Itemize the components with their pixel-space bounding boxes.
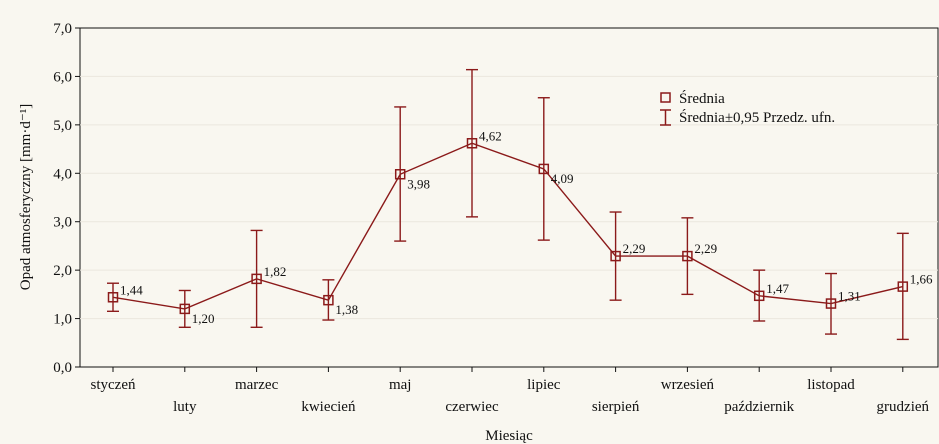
mean-point xyxy=(538,163,550,175)
x-tick-label: listopad xyxy=(807,377,855,393)
y-tick-label: 1,0 xyxy=(53,312,72,328)
x-tick-label: marzec xyxy=(235,377,279,393)
axis-layer: 0,0 1,0 2,0 3,0 4,0 5,0 6,0 7,0 styczeń luty marze… xyxy=(53,21,929,415)
x-tick-label: czerwiec xyxy=(445,399,499,415)
plot-frame xyxy=(79,27,939,368)
data-label: 3,98 xyxy=(407,176,430,191)
series-layer xyxy=(107,138,909,315)
y-axis-title: Opad atmosferyczny [mm·d⁻¹] xyxy=(18,104,34,291)
mean-point xyxy=(251,273,262,285)
grid-layer xyxy=(80,75,938,320)
mean-point xyxy=(682,250,693,262)
mean-point xyxy=(825,298,837,309)
y-tick-label: 5,0 xyxy=(53,118,72,134)
data-label: 2,29 xyxy=(623,241,646,256)
legend: Średnia Średnia±0,95 Przedz. ufn. xyxy=(660,90,835,126)
x-tick-label: maj xyxy=(389,377,412,393)
mean-point xyxy=(323,294,334,306)
x-tick-label: sierpień xyxy=(592,399,640,415)
x-tick-label: wrzesień xyxy=(661,377,715,393)
data-label-layer: 1,44 1,20 1,82 1,38 3,98 4,62 4,09 2,29 2,29 1,47… xyxy=(120,128,933,326)
x-tick-label: październik xyxy=(724,399,794,415)
data-label: 2,29 xyxy=(694,241,717,256)
data-label: 1,47 xyxy=(766,281,789,296)
data-label: 1,82 xyxy=(264,264,287,279)
data-label: 1,66 xyxy=(910,272,933,287)
data-label: 1,38 xyxy=(335,302,358,317)
y-tick-label: 6,0 xyxy=(53,69,72,85)
y-tick-label: 7,0 xyxy=(53,21,72,37)
mean-point xyxy=(179,303,191,315)
mean-point xyxy=(394,169,406,180)
data-label: 1,44 xyxy=(120,282,143,297)
mean-point xyxy=(897,281,909,292)
data-label: 1,20 xyxy=(192,311,215,326)
x-tick-label: styczeń xyxy=(91,377,136,393)
x-tick-label: grudzień xyxy=(877,399,930,415)
y-tick-label: 4,0 xyxy=(53,166,72,182)
y-tick-label: 3,0 xyxy=(53,215,72,231)
data-label: 4,09 xyxy=(551,171,574,186)
legend-label-mean: Średnia xyxy=(679,90,725,107)
x-axis-title: Miesiąc xyxy=(485,428,533,444)
legend-label-errbar: Średnia±0,95 Przedz. ufn. xyxy=(679,109,835,126)
mean-point xyxy=(610,250,621,262)
mean-point xyxy=(466,138,478,149)
mean-point xyxy=(107,292,119,303)
data-label: 4,62 xyxy=(479,128,502,143)
x-tick-label: luty xyxy=(173,399,197,415)
x-tick-label: lipiec xyxy=(527,377,561,393)
mean-point xyxy=(753,290,765,302)
mean-series-line xyxy=(112,142,903,310)
y-tick-label: 0,0 xyxy=(53,360,72,376)
x-tick-label: kwiecień xyxy=(301,399,356,415)
y-tick-label: 2,0 xyxy=(53,263,72,279)
data-label: 1,31 xyxy=(838,289,861,304)
legend-marker-mean xyxy=(660,92,671,103)
